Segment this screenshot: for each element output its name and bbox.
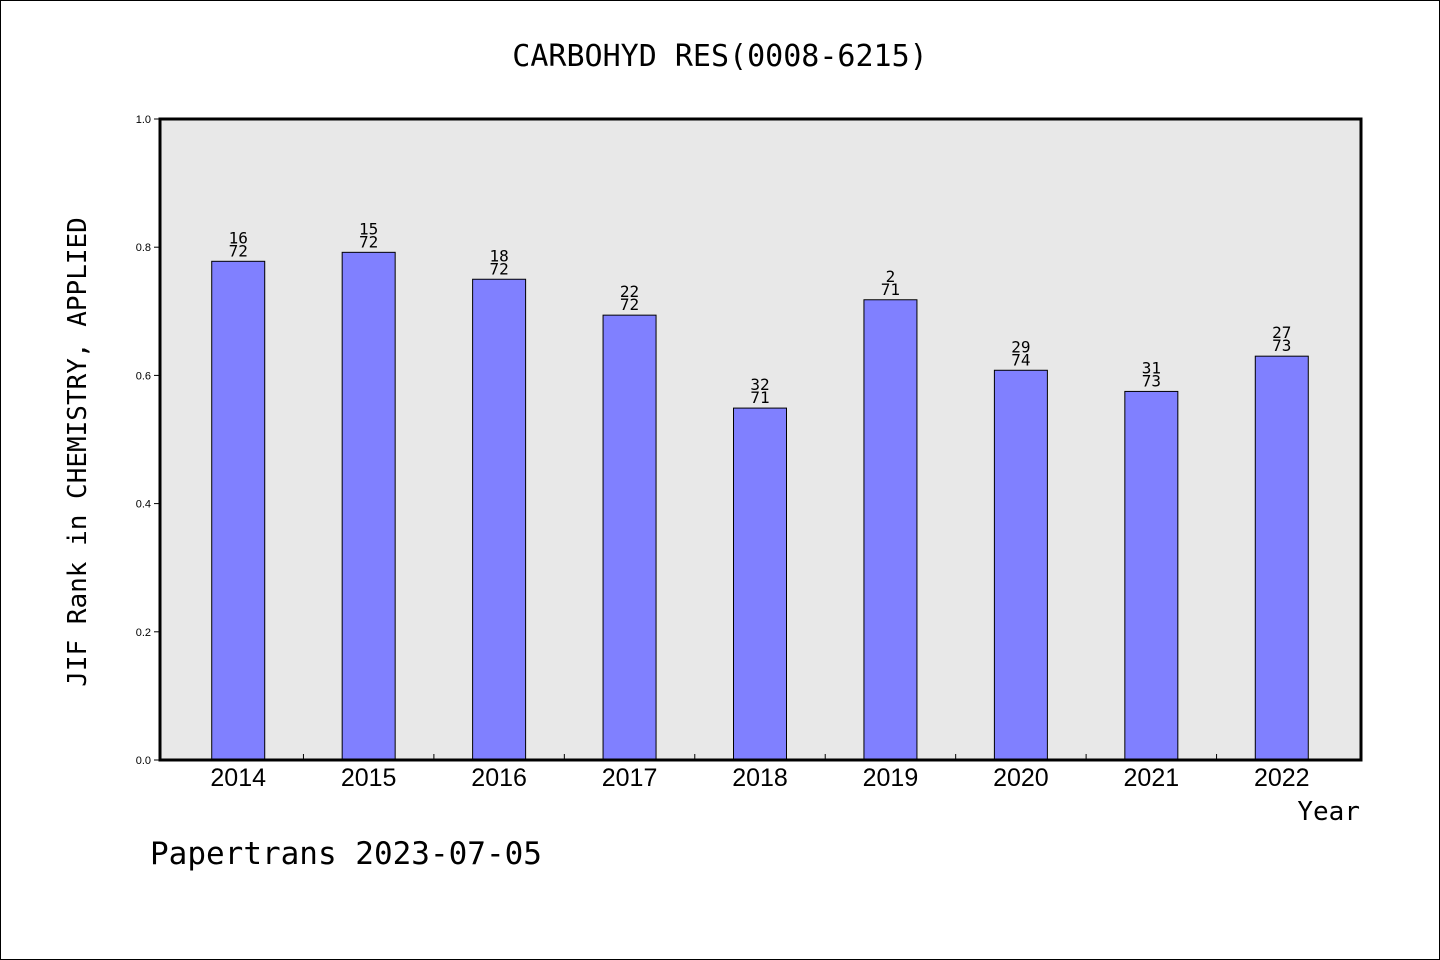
- plot-border: [158, 117, 1363, 762]
- bar: [341, 251, 396, 761]
- bar-total-label: 72: [620, 295, 639, 314]
- x-tick-label: 2018: [732, 764, 788, 792]
- x-tick-label: 2022: [1254, 764, 1310, 792]
- bar: [211, 260, 266, 761]
- y-axis-label: JIF Rank in CHEMISTRY, APPLIED: [63, 217, 93, 687]
- bar-rank-label: 32: [750, 375, 769, 394]
- bar-total-label: 73: [1142, 371, 1161, 390]
- x-tick-label: 2019: [863, 764, 919, 792]
- y-tick-label: 0.6: [136, 370, 151, 382]
- x-tick-label: 2016: [471, 764, 527, 792]
- bar: [1254, 355, 1309, 761]
- y-tick-label: 0.4: [136, 499, 151, 511]
- y-tick-label: 0.8: [136, 242, 151, 254]
- bar-rank-label: 15: [359, 219, 378, 238]
- x-tick-label: 2020: [993, 764, 1049, 792]
- x-axis: 2014 2015 2016 2017 2018 2019 2020 2021 2022: [210, 754, 1310, 792]
- chart-title: CARBOHYD RES(0008-6215): [512, 39, 927, 74]
- bar-rank-label: 16: [229, 228, 248, 247]
- bar-total-label: 71: [881, 280, 900, 299]
- bar-rank-label: 18: [489, 246, 508, 265]
- bar-rank-label: 22: [620, 282, 639, 301]
- y-axis: 0.0 0.2 0.4 0.6 0.8 1.0: [136, 114, 160, 767]
- bar-total-label: 71: [750, 388, 769, 407]
- x-axis-label: Year: [1297, 797, 1360, 827]
- x-tick-label: 2015: [341, 764, 397, 792]
- bar-total-label: 72: [229, 241, 248, 260]
- x-tick-label: 2017: [602, 764, 658, 792]
- bar-total-label: 72: [359, 232, 378, 251]
- bar: [472, 278, 527, 761]
- bar: [602, 314, 657, 761]
- bar: [733, 407, 787, 761]
- y-tick-label: 0.0: [136, 755, 151, 767]
- bar-rank-label: 31: [1142, 358, 1161, 377]
- y-tick-label: 1.0: [136, 114, 151, 126]
- bar-total-label: 72: [489, 259, 508, 278]
- footer-credit: Papertrans 2023-07-05: [150, 836, 542, 872]
- bar-total-label: 73: [1272, 336, 1291, 355]
- x-tick-label: 2014: [210, 764, 266, 792]
- bar: [993, 369, 1048, 761]
- bar-total-label: 74: [1011, 350, 1030, 369]
- bar-rank-label: 29: [1011, 337, 1030, 356]
- bar-rank-label: 27: [1272, 323, 1291, 342]
- y-tick-label: 0.2: [136, 627, 151, 639]
- bar: [1124, 390, 1179, 761]
- x-tick-label: 2021: [1124, 764, 1180, 792]
- bar-rank-label: 2: [886, 267, 896, 286]
- bar: [863, 299, 918, 761]
